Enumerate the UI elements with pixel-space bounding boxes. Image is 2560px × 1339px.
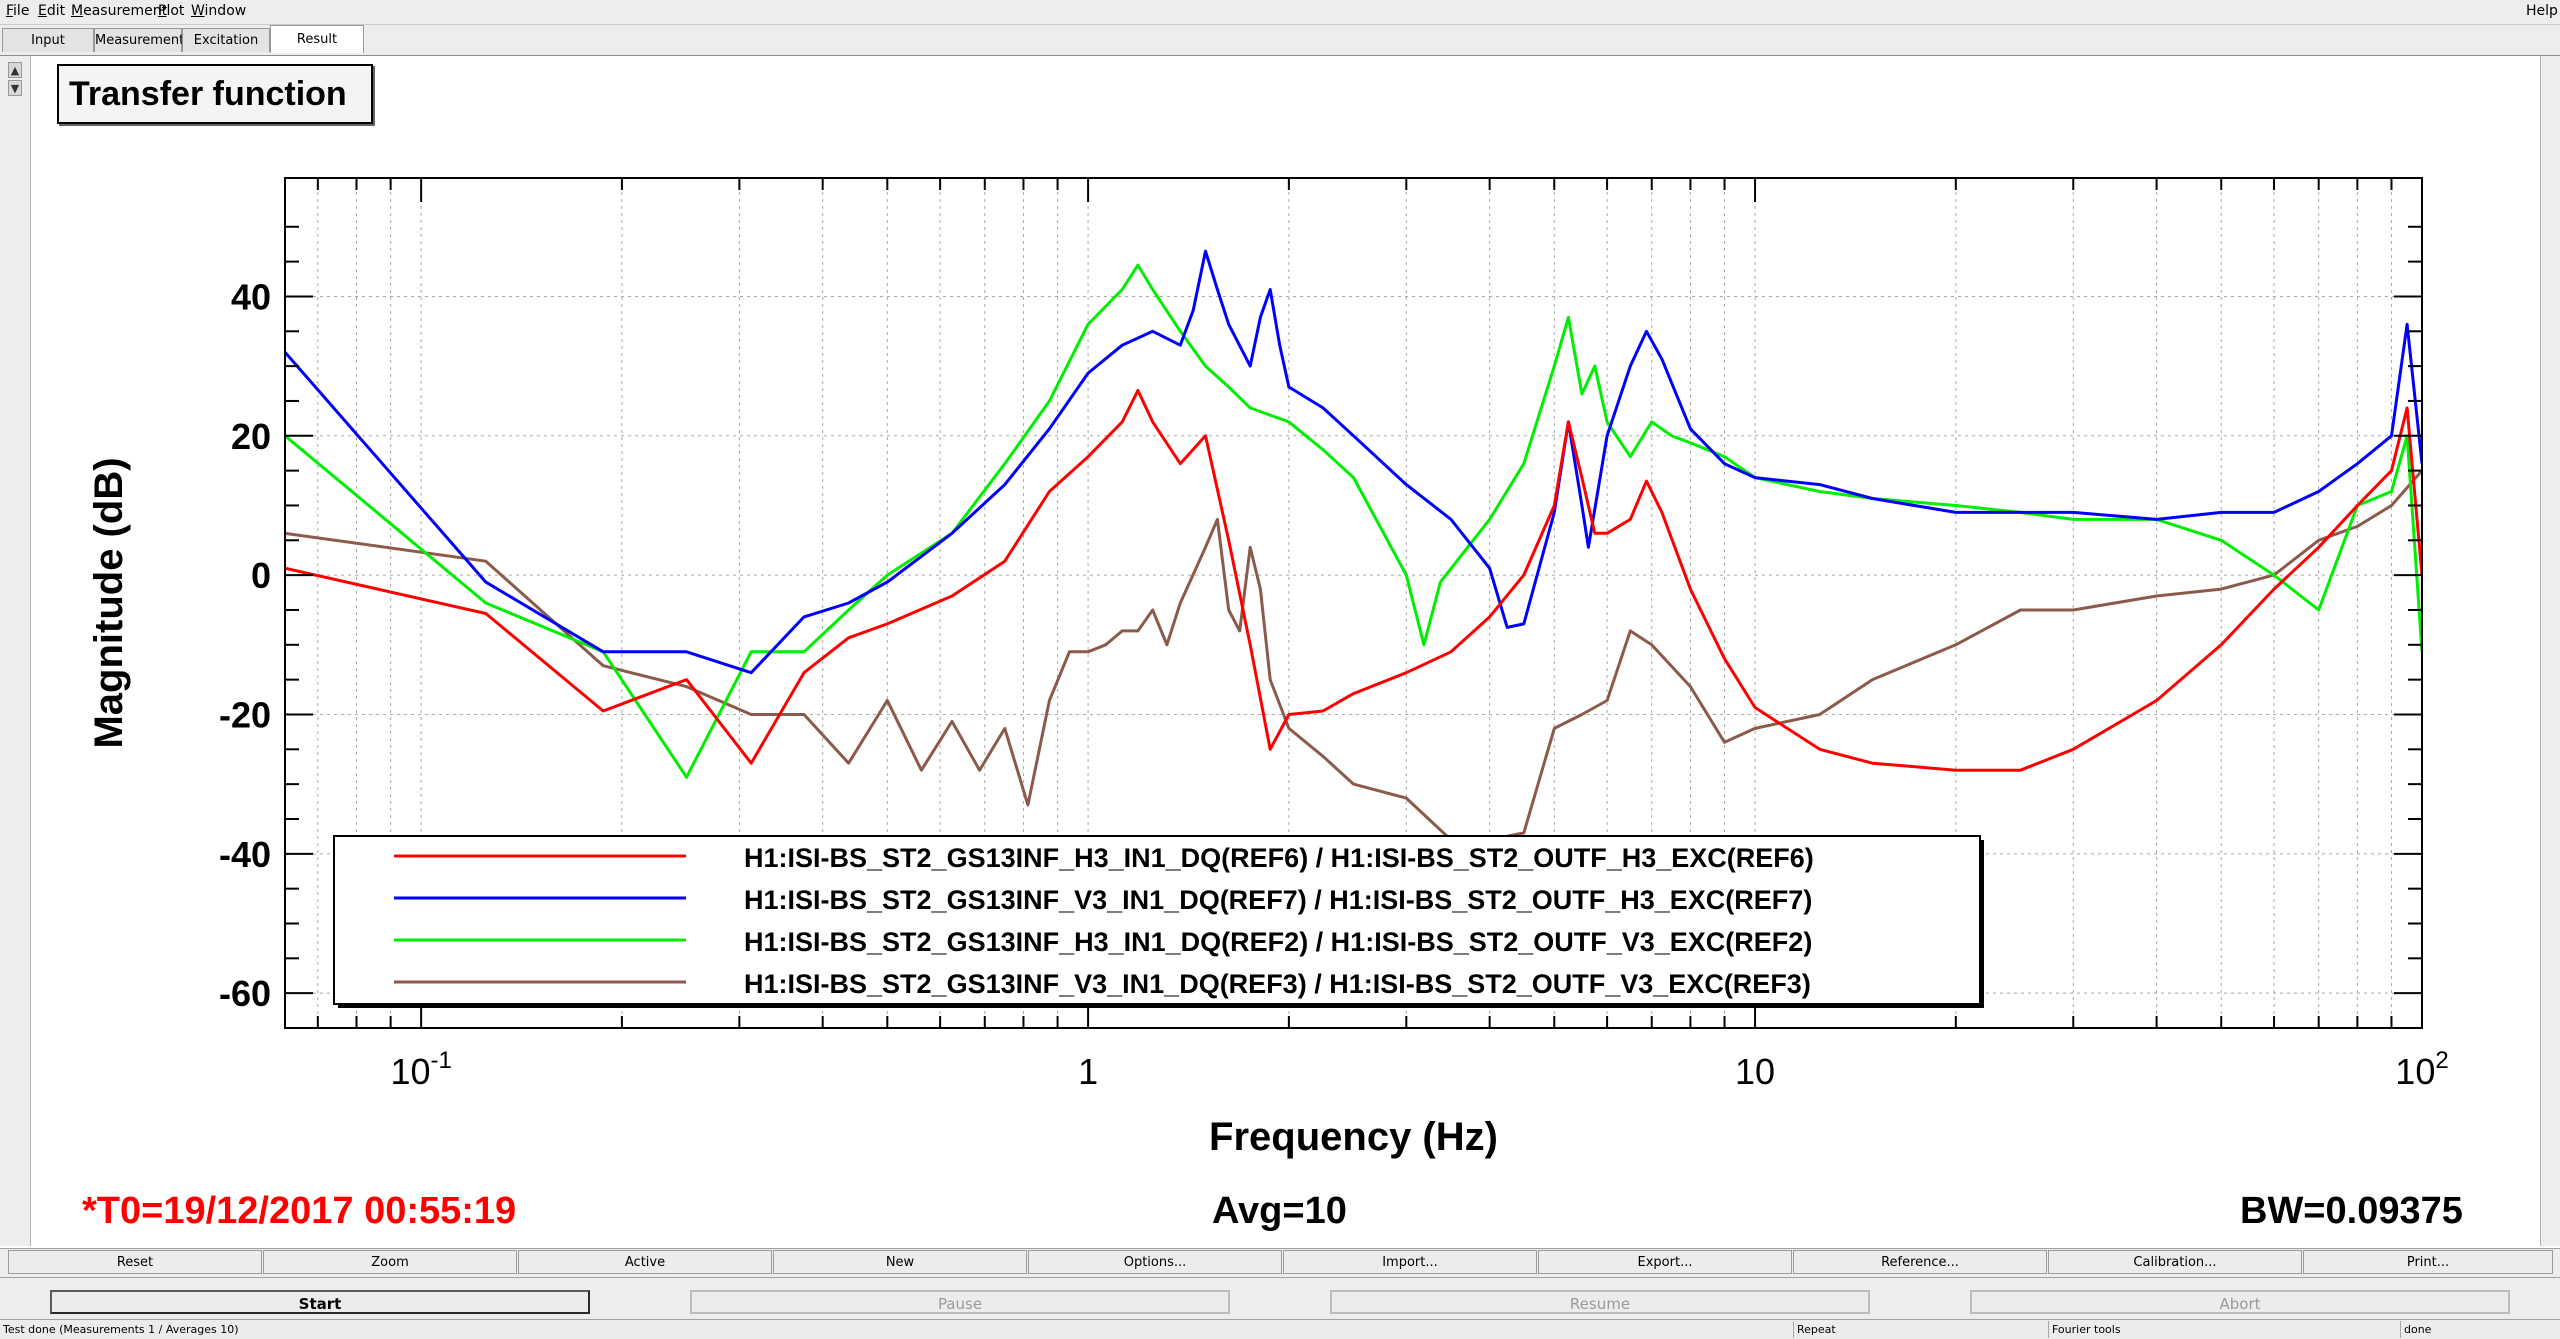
calibration-button[interactable]: Calibration... — [2048, 1250, 2302, 1274]
t0-label: *T0=19/12/2017 00:55:19 — [82, 1190, 517, 1232]
y-tick-label: -40 — [219, 834, 271, 875]
scroll-up-icon[interactable]: ▲ — [8, 62, 22, 78]
menu-window[interactable]: Window — [191, 3, 247, 19]
bw-label: BW=0.09375 — [2240, 1190, 2463, 1232]
export-button[interactable]: Export... — [1538, 1250, 1792, 1274]
menu-edit[interactable]: Edit — [38, 3, 66, 19]
x-tick-base: 10 — [2395, 1051, 2435, 1092]
legend-entry: H1:ISI-BS_ST2_GS13INF_H3_IN1_DQ(REF6) / … — [744, 843, 1814, 873]
tab-bar: Input Measurement Excitation Result — [0, 25, 2560, 56]
y-axis-label: Magnitude (dB) — [87, 457, 131, 748]
scroll-down-icon[interactable]: ▼ — [8, 80, 22, 96]
x-tick-label: 10 — [1735, 1051, 1775, 1092]
series-line-4 — [285, 469, 2422, 842]
x-tick-label: 1 — [1078, 1051, 1098, 1092]
menu-help[interactable]: Help — [2526, 3, 2558, 19]
plot-pad[interactable] — [31, 56, 2539, 1246]
menu-measurement[interactable]: Measurement — [71, 3, 168, 19]
zoom-button[interactable]: Zoom — [263, 1250, 517, 1274]
reference-button[interactable]: Reference... — [1793, 1250, 2047, 1274]
status-message: Test done (Measurements 1 / Averages 10) — [3, 1323, 239, 1336]
y-tick-label: -20 — [219, 694, 271, 735]
reset-button[interactable]: Reset — [8, 1250, 262, 1274]
series-line-1 — [285, 389, 2422, 772]
options-button[interactable]: Options... — [1028, 1250, 1282, 1274]
resume-button[interactable]: Resume — [1330, 1290, 1870, 1314]
pause-button[interactable]: Pause — [690, 1290, 1230, 1314]
plot-title: Transfer function — [57, 64, 373, 124]
x-tick-label: 102 — [2395, 1047, 2448, 1092]
legend-entry: H1:ISI-BS_ST2_GS13INF_V3_IN1_DQ(REF3) / … — [744, 969, 1811, 999]
right-scroll-strip[interactable] — [2540, 56, 2560, 1246]
import-button[interactable]: Import... — [1283, 1250, 1537, 1274]
status-repeat: Repeat — [1793, 1321, 2048, 1338]
abort-button[interactable]: Abort — [1970, 1290, 2510, 1314]
axes-frame — [284, 177, 2423, 1029]
start-button[interactable]: Start — [50, 1290, 590, 1314]
x-tick-base: 10 — [1735, 1051, 1775, 1092]
tab-excitation[interactable]: Excitation — [182, 28, 270, 52]
y-tick-label: 20 — [231, 416, 271, 457]
tab-result[interactable]: Result — [270, 25, 364, 53]
menu-file[interactable]: File — [6, 3, 30, 19]
new-button[interactable]: New — [773, 1250, 1027, 1274]
tab-input[interactable]: Input — [2, 28, 94, 52]
x-tick-exponent: -1 — [430, 1047, 451, 1074]
x-axis-label: Frequency (Hz) — [1209, 1115, 1498, 1159]
y-tick-label: 0 — [251, 555, 271, 596]
legend-box — [333, 835, 1981, 1005]
menu-plot[interactable]: Plot — [158, 3, 185, 19]
x-tick-label: 10-1 — [390, 1047, 451, 1092]
x-tick-exponent: 2 — [2435, 1047, 2448, 1074]
y-tick-label: -60 — [219, 973, 271, 1014]
series-line-2 — [285, 249, 2422, 675]
avg-label: Avg=10 — [1212, 1190, 1347, 1232]
series-line-3 — [285, 263, 2422, 779]
pad-scroll-strip: ▲ ▼ — [0, 56, 31, 1246]
active-button[interactable]: Active — [518, 1250, 772, 1274]
status-tools: Fourier tools — [2048, 1321, 2400, 1338]
print-button[interactable]: Print... — [2303, 1250, 2553, 1274]
menu-bar: File Edit Measurement Plot Window Help — [0, 0, 2560, 25]
y-tick-label: 40 — [231, 276, 271, 317]
legend: H1:ISI-BS_ST2_GS13INF_H3_IN1_DQ(REF6) / … — [333, 835, 1984, 1008]
legend-entry: H1:ISI-BS_ST2_GS13INF_V3_IN1_DQ(REF7) / … — [744, 885, 1812, 915]
tab-measurement[interactable]: Measurement — [94, 28, 184, 52]
x-tick-base: 1 — [1078, 1051, 1098, 1092]
legend-entry: H1:ISI-BS_ST2_GS13INF_H3_IN1_DQ(REF2) / … — [744, 927, 1812, 957]
x-tick-base: 10 — [390, 1051, 430, 1092]
status-state: done — [2400, 1321, 2560, 1338]
series-layer — [285, 249, 2422, 842]
status-bar: Test done (Measurements 1 / Averages 10)… — [0, 1319, 2560, 1339]
